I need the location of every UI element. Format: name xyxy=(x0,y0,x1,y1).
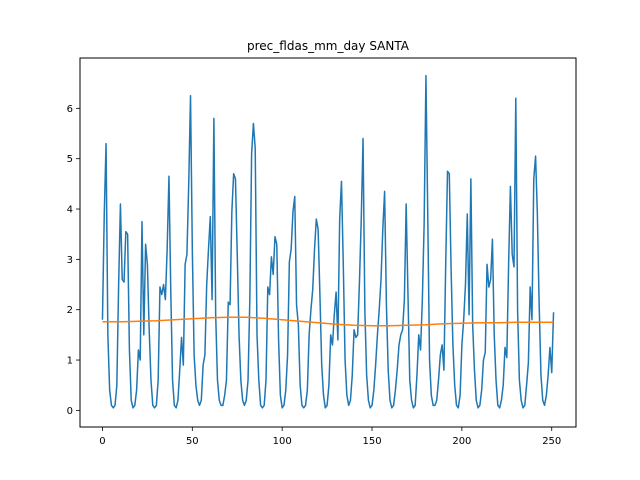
x-tick-label: 150 xyxy=(362,436,381,447)
y-tick-label: 3 xyxy=(67,255,73,266)
plot-area: 0 50 100 150 200 250 0 1 2 3 4 5 6 xyxy=(67,57,577,447)
x-tick-label: 100 xyxy=(273,436,292,447)
x-tick-label: 50 xyxy=(186,436,199,447)
y-tick-label: 4 xyxy=(67,205,73,216)
x-tick-label: 0 xyxy=(99,436,105,447)
y-tick-label: 0 xyxy=(67,406,73,417)
series-line-1 xyxy=(101,74,555,409)
x-tick-label: 250 xyxy=(542,436,561,447)
x-tick-label: 200 xyxy=(452,436,471,447)
y-tick-label: 6 xyxy=(67,104,73,115)
series-line-2 xyxy=(102,316,554,327)
series-layer xyxy=(101,74,555,409)
y-tick-label: 1 xyxy=(67,356,73,367)
y-tick-label: 2 xyxy=(67,305,73,316)
chart-title: prec_fldas_mm_day SANTA xyxy=(247,39,410,53)
axes-frame xyxy=(79,57,577,428)
y-tick-label: 5 xyxy=(67,154,73,165)
axes-background xyxy=(80,58,576,427)
tick-layer: 0 50 100 150 200 250 0 1 2 3 4 5 6 xyxy=(67,104,562,447)
